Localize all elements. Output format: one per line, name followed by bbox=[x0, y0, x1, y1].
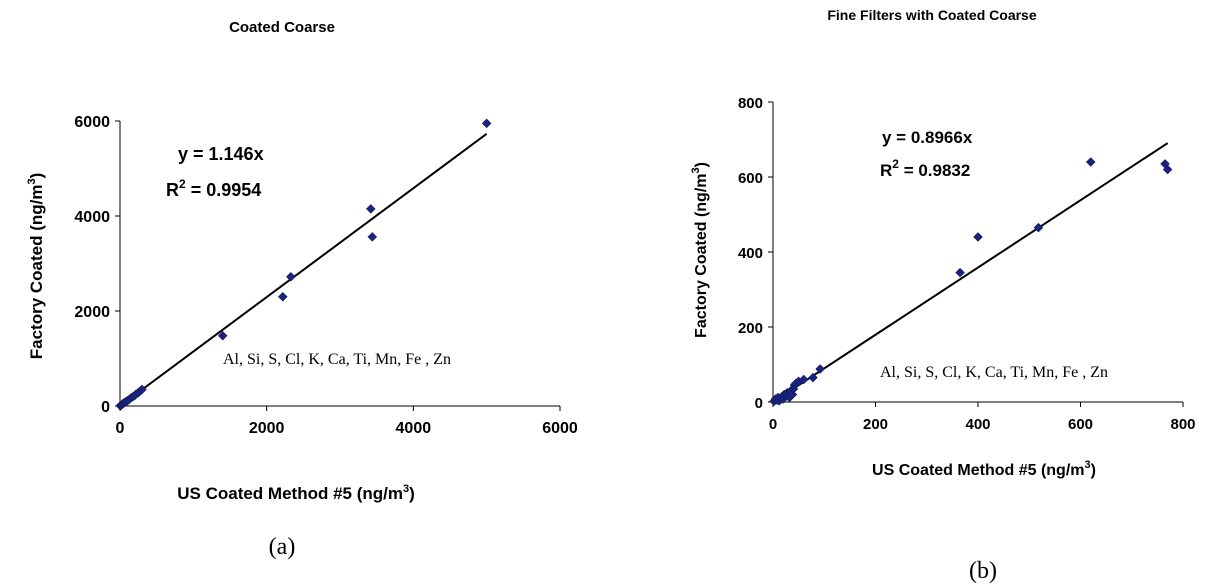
chart-b-annotation: Al, Si, S, Cl, K, Ca, Ti, Mn, Fe , Zn bbox=[880, 364, 1108, 381]
data-point bbox=[808, 372, 818, 383]
chart-a-xlabel-sup: 3 bbox=[403, 483, 409, 495]
data-point bbox=[1162, 164, 1173, 175]
y-tick-label: 4000 bbox=[74, 209, 110, 226]
data-point bbox=[365, 204, 376, 214]
data-point bbox=[367, 232, 378, 242]
chart-a-r2-sup: 2 bbox=[179, 177, 186, 191]
data-point bbox=[1033, 222, 1044, 233]
chart-a: Coated Coarse Factory Coated (ng/m3) US … bbox=[26, 19, 578, 560]
chart-a-annotation: Al, Si, S, Cl, K, Ca, Ti, Mn, Fe , Zn bbox=[223, 351, 451, 368]
chart-b-ylabel-sup: 3 bbox=[690, 167, 702, 173]
x-tick-label: 0 bbox=[116, 420, 125, 437]
data-point bbox=[277, 291, 288, 302]
data-point bbox=[217, 330, 228, 341]
y-tick-label: 0 bbox=[101, 399, 110, 416]
data-point bbox=[481, 118, 492, 129]
data-point bbox=[815, 364, 826, 374]
data-point bbox=[955, 267, 965, 278]
chart-a-xlabel: US Coated Method #5 (ng/m3) bbox=[177, 483, 415, 503]
chart-b-xlabel-sup: 3 bbox=[1085, 459, 1091, 471]
data-point bbox=[137, 384, 147, 395]
chart-a-ylabel: Factory Coated (ng/m3) bbox=[26, 173, 46, 360]
data-point bbox=[973, 232, 983, 242]
chart-a-plot: 0 2000 4000 6000 0 2000 4000 6000 bbox=[74, 114, 577, 437]
chart-a-caption: (a) bbox=[269, 534, 296, 560]
chart-b-caption: (b) bbox=[969, 558, 997, 584]
chart-a-equation: y = 1.146x bbox=[178, 144, 264, 164]
y-tick-label: 0 bbox=[755, 395, 763, 412]
x-tick-label: 600 bbox=[1068, 416, 1093, 433]
x-tick-label: 4000 bbox=[396, 420, 432, 437]
chart-a-ylabel-sup: 3 bbox=[26, 178, 38, 184]
y-tick-label: 6000 bbox=[74, 114, 110, 131]
x-tick-label: 200 bbox=[863, 416, 888, 433]
x-tick-label: 6000 bbox=[542, 420, 578, 437]
chart-b: Fine Filters with Coated Coarse Factory … bbox=[690, 7, 1196, 584]
trendline bbox=[119, 133, 488, 407]
chart-b-title: Fine Filters with Coated Coarse bbox=[827, 7, 1036, 23]
chart-a-r2: R2 = 0.9954 bbox=[166, 177, 261, 200]
x-tick-label: 0 bbox=[769, 416, 777, 433]
y-tick-label: 600 bbox=[738, 170, 763, 187]
chart-b-r2: R2 = 0.9832 bbox=[880, 157, 970, 180]
x-tick-label: 2000 bbox=[249, 420, 285, 437]
y-tick-label: 800 bbox=[738, 95, 763, 112]
data-point bbox=[798, 374, 809, 385]
x-tick-label: 800 bbox=[1170, 416, 1195, 433]
chart-a-title: Coated Coarse bbox=[229, 19, 335, 36]
chart-b-r2-sup: 2 bbox=[892, 157, 899, 171]
chart-b-xlabel: US Coated Method #5 (ng/m3) bbox=[872, 459, 1096, 479]
data-point bbox=[286, 271, 296, 282]
chart-b-ylabel: Factory Coated (ng/m3) bbox=[690, 162, 710, 338]
y-tick-label: 200 bbox=[738, 320, 763, 337]
data-point bbox=[1085, 157, 1096, 167]
chart-b-plot: 0 200 400 600 800 0 200 400 600 800 bbox=[738, 95, 1196, 433]
trendline bbox=[772, 142, 1169, 403]
y-tick-label: 400 bbox=[738, 245, 763, 262]
y-tick-label: 2000 bbox=[74, 304, 110, 321]
chart-b-equation: y = 0.8966x bbox=[882, 128, 973, 147]
x-tick-label: 400 bbox=[965, 416, 990, 433]
